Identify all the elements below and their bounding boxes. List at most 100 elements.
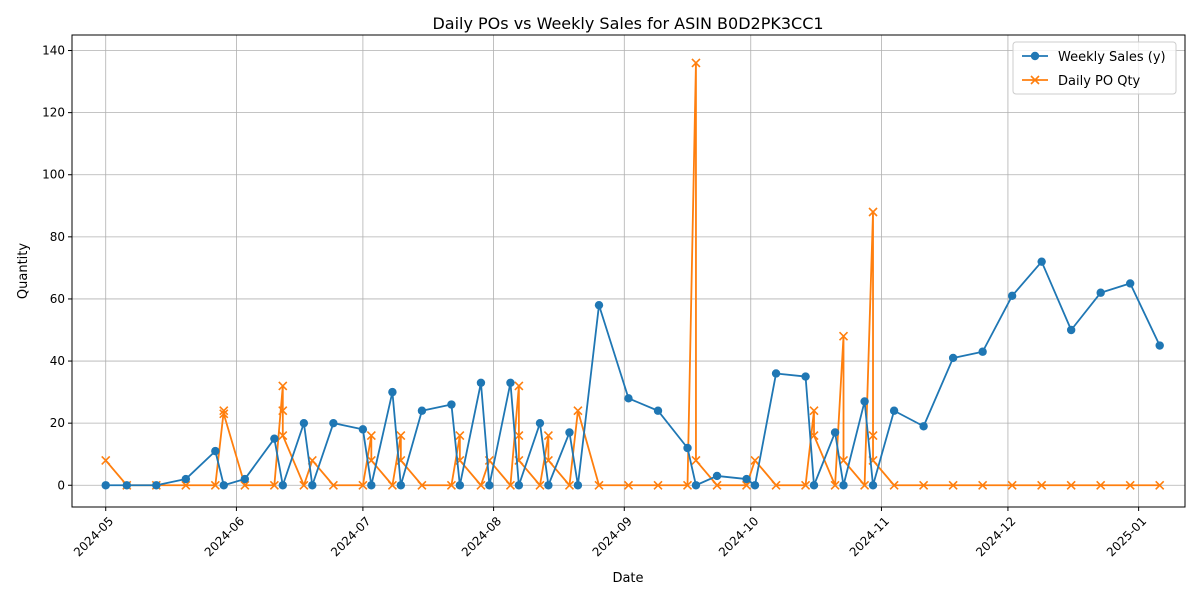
data-point (868, 207, 878, 217)
data-point (505, 480, 516, 490)
data-point (565, 428, 574, 437)
data-point (485, 481, 494, 490)
data-point (1125, 279, 1135, 288)
y-tick-label: 60 (50, 292, 65, 306)
y-tick-label: 140 (42, 44, 65, 58)
data-point (211, 446, 220, 456)
data-point (101, 455, 111, 465)
data-point (564, 480, 575, 490)
data-point (889, 406, 899, 415)
data-point (573, 481, 583, 490)
legend: Weekly Sales (y) Daily PO Qty (1012, 41, 1177, 95)
data-point (1037, 257, 1046, 266)
data-point (1037, 480, 1047, 490)
data-point (691, 58, 701, 68)
data-point (868, 431, 878, 441)
data-point (476, 378, 486, 387)
data-point (455, 431, 465, 441)
data-point (750, 455, 760, 465)
data-point (152, 481, 161, 490)
data-point (712, 480, 722, 490)
data-point (506, 378, 515, 387)
data-point (809, 431, 819, 441)
data-point (1007, 291, 1017, 301)
data-point (860, 480, 870, 490)
legend-marker-circle-icon (1030, 51, 1040, 61)
data-point (1096, 480, 1106, 490)
y-tick-label: 40 (50, 354, 65, 368)
series-line (105, 62, 1160, 487)
series-weekly-sales (101, 257, 1164, 490)
data-point (860, 397, 869, 406)
y-tick-label: 80 (50, 230, 65, 244)
data-point (573, 406, 583, 416)
data-point (219, 481, 228, 490)
data-point (691, 455, 701, 465)
data-point (447, 400, 456, 409)
data-point (978, 480, 988, 490)
data-point (771, 480, 781, 490)
data-point (809, 406, 819, 416)
data-point (388, 387, 397, 397)
data-point (308, 481, 317, 490)
data-point (771, 369, 781, 378)
data-point (1007, 480, 1017, 490)
data-point (278, 431, 288, 441)
data-point (367, 481, 376, 490)
data-point (358, 425, 368, 434)
data-point (535, 418, 545, 428)
data-point (476, 480, 486, 490)
data-point (181, 474, 191, 484)
data-point (396, 431, 406, 441)
data-point (387, 480, 397, 490)
data-point (219, 409, 229, 419)
y-tick-label: 120 (42, 106, 65, 120)
legend-label-daily-po: Daily PO Qty (1058, 74, 1141, 89)
data-point (919, 480, 929, 490)
data-point (683, 443, 692, 453)
data-point (1066, 480, 1076, 490)
data-point (210, 480, 220, 490)
chart-title: Daily POs vs Weekly Sales for ASIN B0D2P… (432, 14, 823, 33)
data-point (889, 480, 899, 490)
data-point (741, 480, 752, 490)
data-point (535, 480, 545, 490)
data-point (1155, 480, 1165, 490)
data-point (328, 480, 338, 490)
data-point (240, 480, 250, 490)
data-point (838, 331, 849, 341)
data-point (830, 480, 840, 490)
data-point (329, 418, 338, 428)
y-tick-label: 0 (57, 478, 65, 492)
data-point (366, 431, 376, 441)
data-point (653, 406, 663, 415)
legend-label-weekly-sales: Weekly Sales (y) (1058, 50, 1166, 65)
data-point (594, 300, 604, 310)
data-point (122, 481, 132, 490)
data-point (839, 481, 848, 490)
data-point (269, 480, 279, 490)
data-point (270, 434, 279, 443)
data-point (868, 481, 878, 490)
data-point (514, 481, 524, 490)
data-point (978, 347, 987, 356)
data-point (1155, 341, 1164, 350)
data-point (240, 474, 250, 484)
data-point (278, 406, 288, 416)
data-point (417, 406, 427, 415)
y-tick-label: 100 (42, 168, 65, 182)
plot-frame (71, 34, 1186, 508)
data-point (278, 481, 287, 490)
data-point (514, 381, 524, 391)
data-point (801, 372, 810, 381)
data-point (544, 481, 553, 490)
data-point (514, 431, 524, 441)
data-point (278, 381, 288, 391)
data-point (809, 481, 819, 490)
data-point (919, 422, 928, 431)
data-point (623, 480, 634, 490)
data-point (948, 480, 958, 490)
data-point (691, 481, 701, 490)
